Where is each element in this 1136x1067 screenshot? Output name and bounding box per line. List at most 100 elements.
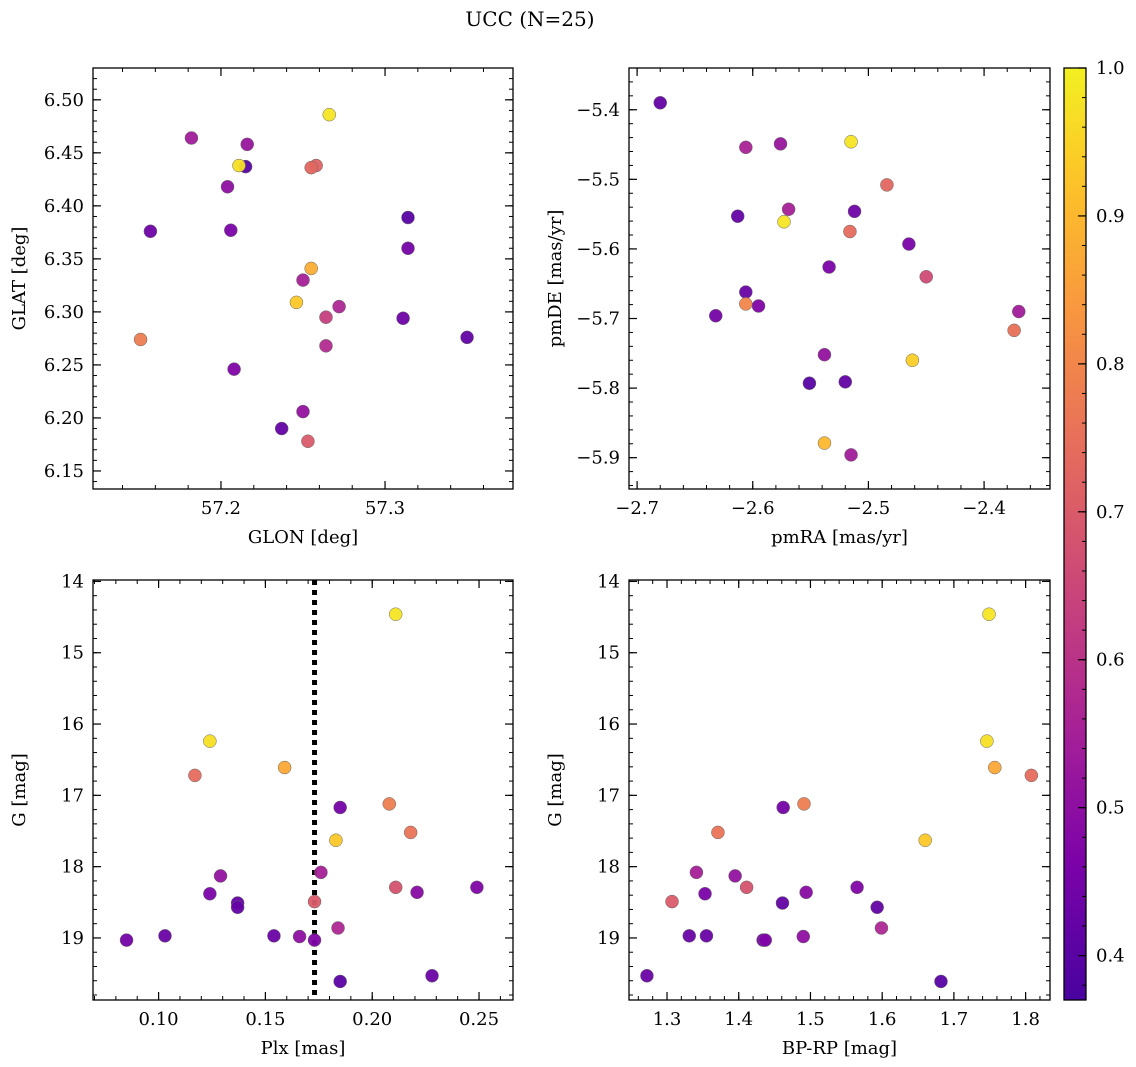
x-tick-label: 1.5	[796, 1009, 825, 1030]
x-tick-label: 57.3	[365, 498, 405, 519]
data-point	[460, 330, 474, 345]
data-point	[220, 180, 235, 194]
data-point	[843, 224, 857, 239]
data-point	[817, 436, 832, 450]
data-point	[758, 933, 773, 947]
data-point	[773, 137, 788, 151]
colorbar-tick-label: 0.5	[1096, 798, 1125, 819]
x-tick-label: 1.4	[724, 1009, 753, 1030]
data-point	[143, 224, 158, 239]
data-point	[158, 929, 172, 943]
data-point	[396, 311, 410, 326]
data-point	[203, 887, 217, 901]
data-point	[711, 825, 725, 840]
y-tick-label: −5.4	[576, 100, 620, 121]
y-tick-label: 6.20	[44, 408, 84, 429]
colorbar-tick-label: 0.7	[1096, 502, 1125, 523]
x-tick-label: 0.10	[139, 1009, 179, 1030]
data-point	[934, 974, 948, 989]
data-point	[184, 131, 199, 145]
y-tick-label: 17	[61, 785, 84, 806]
data-point	[470, 880, 484, 895]
y-tick-label: 6.25	[44, 355, 84, 376]
minor-ticks	[629, 67, 1050, 489]
data-point	[382, 797, 397, 811]
data-point	[388, 880, 403, 895]
data-point	[119, 933, 134, 947]
data-point	[918, 833, 932, 848]
data-point	[799, 885, 813, 900]
data-point	[292, 929, 307, 944]
x-axis-label: pmRA [mas/yr]	[771, 527, 908, 548]
data-point	[775, 896, 790, 910]
data-point	[227, 362, 241, 376]
y-tick-label: 18	[597, 857, 620, 878]
x-tick-label: −2.6	[731, 498, 775, 519]
x-tick-label: 0.20	[352, 1009, 392, 1030]
data-point	[410, 885, 424, 900]
colorbar-gradient	[1063, 67, 1087, 1001]
data-point	[1024, 768, 1039, 783]
data-point	[307, 894, 322, 909]
x-tick-label: 1.6	[868, 1009, 897, 1030]
data-point	[905, 353, 920, 368]
data-point	[319, 339, 333, 353]
data-point	[665, 894, 679, 909]
colorbar-tick-label: 0.6	[1096, 650, 1125, 671]
data-point	[699, 929, 714, 943]
data-point	[230, 900, 245, 915]
data-point	[739, 880, 754, 895]
data-point	[880, 178, 894, 192]
y-tick-label: −5.8	[576, 378, 620, 399]
axes-frame	[92, 579, 514, 1001]
colorbar-tick-label: 0.9	[1096, 206, 1125, 227]
data-point	[289, 295, 304, 310]
colorbar-tick-label: 0.8	[1096, 354, 1125, 375]
data-point	[698, 887, 712, 901]
x-tick-label: 1.8	[1011, 1009, 1040, 1030]
panel-1: 57.2 57.3 6.15 6.20 6.25 6.30 6.35 6.40 6.45 6.50…	[9, 67, 514, 548]
data-point	[401, 210, 415, 225]
data-point	[301, 434, 315, 449]
data-point	[133, 332, 148, 347]
data-point	[739, 140, 753, 155]
data-point	[203, 734, 217, 748]
data-point	[314, 865, 328, 880]
y-tick-label: 6.40	[44, 196, 84, 217]
x-axis-label: Plx [mas]	[261, 1038, 346, 1059]
data-point	[304, 261, 318, 276]
data-point	[689, 865, 704, 880]
y-tick-label: −5.5	[576, 169, 620, 190]
data-point	[802, 376, 817, 390]
panel-3: 0.10 0.15 0.20 0.25 14 15 16 17 18 19 Plx [mas] G […	[9, 571, 514, 1059]
x-tick-label: 0.15	[245, 1009, 285, 1030]
colorbar: 0.4 0.5 0.6 0.7 0.8 0.9 1.0	[1063, 58, 1125, 1001]
data-point	[304, 160, 318, 175]
data-point	[822, 260, 836, 274]
data-point	[730, 209, 745, 223]
data-point	[982, 607, 996, 621]
data-point	[817, 347, 832, 362]
data-point	[751, 299, 766, 313]
x-axis-label: GLON [deg]	[248, 527, 358, 548]
data-point	[240, 137, 254, 152]
data-point	[403, 825, 418, 840]
x-tick-label: −2.4	[962, 498, 1006, 519]
y-tick-label: 19	[61, 928, 84, 949]
data-point	[847, 204, 862, 219]
data-point	[388, 607, 403, 621]
data-point	[425, 969, 439, 983]
y-tick-label: 18	[61, 857, 84, 878]
data-point	[267, 929, 281, 943]
data-point	[874, 921, 889, 935]
colorbar-tick-label: 0.4	[1096, 946, 1125, 967]
y-tick-label: 14	[597, 571, 620, 592]
x-axis-label: BP-RP [mag]	[782, 1038, 897, 1059]
panel-4: 1.3 1.4 1.5 1.6 1.7 1.8 14 15 16 17 18 19 BP-RP [mag…	[545, 571, 1051, 1059]
data-point	[777, 215, 791, 229]
data-point	[781, 202, 796, 217]
y-tick-label: 17	[597, 785, 620, 806]
x-tick-label: −2.7	[615, 498, 659, 519]
data-point	[232, 158, 246, 173]
data-point	[919, 270, 933, 284]
